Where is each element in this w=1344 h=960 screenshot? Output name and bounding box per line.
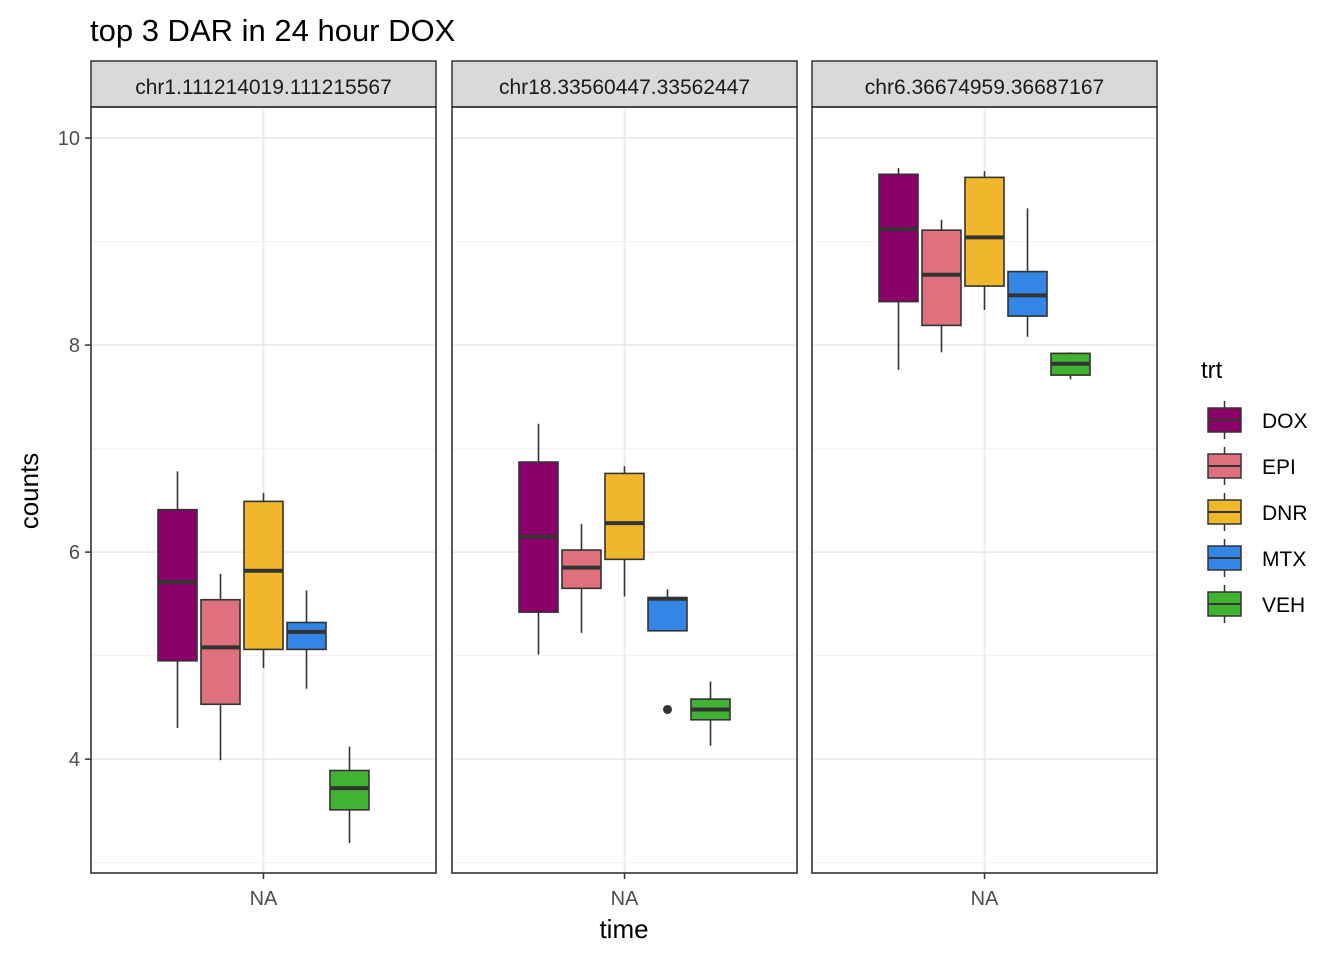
y-axis-label: counts (14, 453, 44, 530)
y-tick-label: 10 (58, 128, 80, 150)
facet-panel: chr6.36674959.36687167 NA (811, 60, 1158, 910)
box-veh (1050, 352, 1091, 380)
outlier-point (663, 704, 672, 714)
box-dnr (604, 466, 645, 597)
box-dox (878, 168, 919, 370)
box-iqr (286, 621, 327, 651)
box-iqr (604, 472, 645, 561)
box-dox (157, 471, 198, 729)
legend-item-veh: VEH (1207, 585, 1305, 623)
legend-item-epi: EPI (1207, 447, 1296, 485)
box-iqr (921, 229, 962, 327)
legend-item-label: DOX (1262, 410, 1308, 433)
box-veh (690, 681, 731, 746)
facet-strip-label: chr1.111214019.111215567 (135, 76, 392, 99)
box-mtx (286, 590, 327, 689)
x-tick-label: NA (611, 888, 639, 910)
box-iqr (200, 598, 241, 706)
box-iqr (878, 173, 919, 303)
x-axis-label: time (599, 914, 648, 944)
y-axis: 4 6 8 10 (58, 128, 91, 771)
box-mtx (647, 589, 688, 714)
legend-items: DOX EPI DNR MTX VEH (1207, 401, 1308, 623)
legend-item-label: DNR (1262, 502, 1308, 525)
legend-item-dox: DOX (1207, 401, 1308, 439)
legend-item-mtx: MTX (1207, 539, 1306, 577)
y-tick-label: 8 (69, 335, 80, 357)
box-iqr (243, 500, 284, 651)
y-tick-label: 4 (69, 749, 80, 771)
legend: trt DOX EPI DNR MTX VEH (1201, 357, 1308, 623)
facet-strip-label: chr18.33560447.33562447 (499, 76, 750, 99)
chart-title: top 3 DAR in 24 hour DOX (90, 13, 456, 48)
legend-item-label: EPI (1262, 456, 1296, 479)
box-iqr (329, 769, 370, 811)
box-epi (561, 524, 602, 633)
x-tick-label: NA (250, 888, 278, 910)
facet-panel: chr1.111214019.111215567 NA (90, 60, 437, 910)
facet-strip (90, 60, 437, 108)
box-iqr (964, 176, 1005, 287)
box-iqr (647, 596, 688, 632)
box-dox (518, 423, 559, 655)
box-veh (329, 746, 370, 843)
facet-strip (451, 60, 798, 108)
legend-item-label: MTX (1262, 548, 1306, 571)
box-dnr (243, 493, 284, 669)
x-tick-label: NA (971, 888, 999, 910)
facet-panel: chr18.33560447.33562447 NA (451, 60, 798, 910)
box-iqr (157, 508, 198, 662)
facet-strip (811, 60, 1158, 108)
facet-panels: chr1.111214019.111215567NAchr18.33560447… (90, 60, 1158, 910)
box-epi (921, 219, 962, 353)
facet-strip-label: chr6.36674959.36687167 (865, 76, 1104, 99)
legend-item-dnr: DNR (1207, 493, 1308, 531)
y-tick-label: 6 (69, 542, 80, 564)
legend-title: trt (1201, 357, 1223, 384)
box-epi (200, 573, 241, 761)
legend-item-label: VEH (1262, 594, 1305, 617)
box-dnr (964, 171, 1005, 310)
box-mtx (1007, 208, 1048, 337)
